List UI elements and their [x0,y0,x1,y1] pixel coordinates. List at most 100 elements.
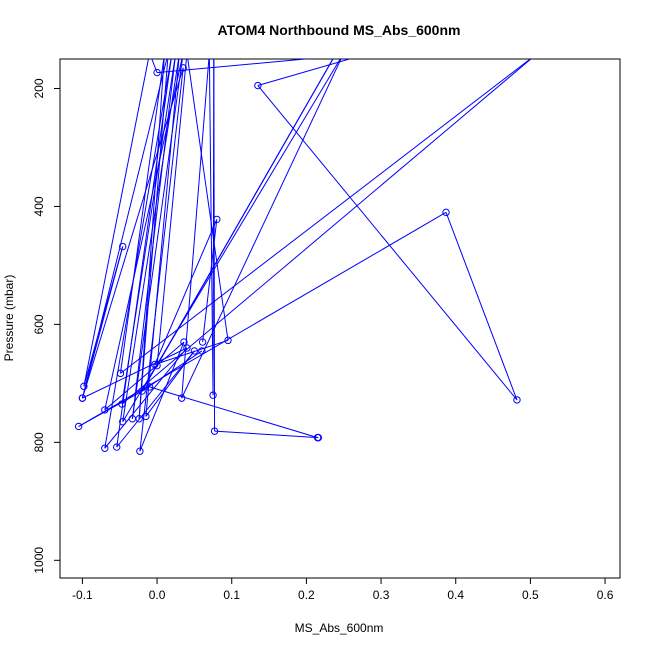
data-point [179,64,187,72]
data-point [145,383,154,391]
series-line-segment [83,246,124,387]
data-point [184,50,190,56]
series-line-segment [104,341,185,411]
data-point [161,50,167,56]
x-tick-label: 0.2 [298,588,315,602]
series-line-segment [78,386,150,427]
series-line-segment [181,59,210,399]
data-point [442,208,450,217]
x-tick-label: 0.0 [149,588,166,602]
data-point [135,415,143,423]
series-line-segment [149,386,318,439]
data-point [169,50,175,56]
y-tick-label: 1000 [32,547,46,574]
data-point [535,50,541,56]
data-point [80,382,88,391]
series-line-segment [104,59,183,411]
series-line-segment [257,85,518,401]
y-axis-label: Pressure (mbar) [2,275,16,362]
data-point [101,444,109,452]
data-point [116,369,125,378]
x-axis-label: MS_Abs_600nm [295,621,384,635]
series-line-segment [156,59,187,366]
data-point [224,336,232,345]
data-point [213,215,221,224]
data-series-1 [74,50,541,455]
series-line-segment [138,59,169,419]
series-line-segment [139,341,185,452]
data-point [113,443,121,451]
series-line-segment [119,59,165,374]
series-line-segment [121,59,532,405]
data-point [153,361,161,370]
x-axis: -0.1 0.0 0.1 0.2 0.3 0.4 0.5 0.6 [72,578,614,602]
series-layer [74,50,541,455]
data-point [333,50,339,56]
data-point [341,50,347,56]
x-tick-label: 0.4 [447,588,464,602]
x-tick-label: 0.5 [522,588,539,602]
series-line-segment [181,59,342,399]
data-point [198,338,207,346]
data-point [173,50,179,56]
series-line-segment [202,219,218,343]
x-tick-label: 0.6 [597,588,614,602]
x-tick-label: -0.1 [72,588,93,602]
data-point [190,347,199,355]
data-point [254,81,262,90]
data-point [165,50,171,56]
data-point [176,50,182,56]
data-point [118,400,126,408]
data-point [138,387,146,395]
series-line-segment [120,59,532,374]
series-line-segment [141,350,203,392]
data-point [313,433,322,442]
series-line-segment [145,59,180,417]
data-point [206,50,212,56]
data-point [211,50,217,56]
y-tick-label: 400 [32,196,46,216]
series-line-segment [445,212,518,401]
data-point [210,427,219,435]
series-line-segment [121,59,176,405]
data-point [183,344,191,352]
data-series-2 [138,50,339,395]
series-line-segment [138,59,165,419]
data-point [367,50,373,56]
y-tick-label: 600 [32,314,46,334]
series-line-segment [187,59,229,341]
data-point [180,338,188,346]
series-line-segment [141,59,334,392]
series-line-segment [212,59,215,396]
chart-title: ATOM4 Northbound MS_Abs_600nm [218,22,461,38]
data-point [119,242,127,251]
series-line-segment [154,339,229,365]
series-line-segment [81,67,184,399]
data-point [513,396,521,404]
series-line-segment [82,347,188,399]
series-line-segment [157,59,311,74]
series-line-segment [257,59,352,87]
data-point [209,391,217,399]
data-point [74,422,83,431]
data-point [101,406,109,414]
y-tick-label: 200 [32,78,46,98]
x-tick-label: 0.3 [373,588,390,602]
series-line-segment [83,59,149,387]
series-line-segment [214,430,319,439]
data-point [178,394,186,402]
y-axis: 200 400 600 800 1000 [32,78,60,574]
y-tick-label: 800 [32,432,46,452]
data-point [136,447,144,455]
data-point [142,412,150,421]
data-point [146,50,152,56]
data-point [153,68,161,77]
x-tick-label: 0.1 [223,588,240,602]
series-line-segment [154,219,218,365]
data-point [198,347,206,355]
data-point [78,394,87,402]
data-point [180,50,186,56]
series-line-segment [78,211,447,427]
